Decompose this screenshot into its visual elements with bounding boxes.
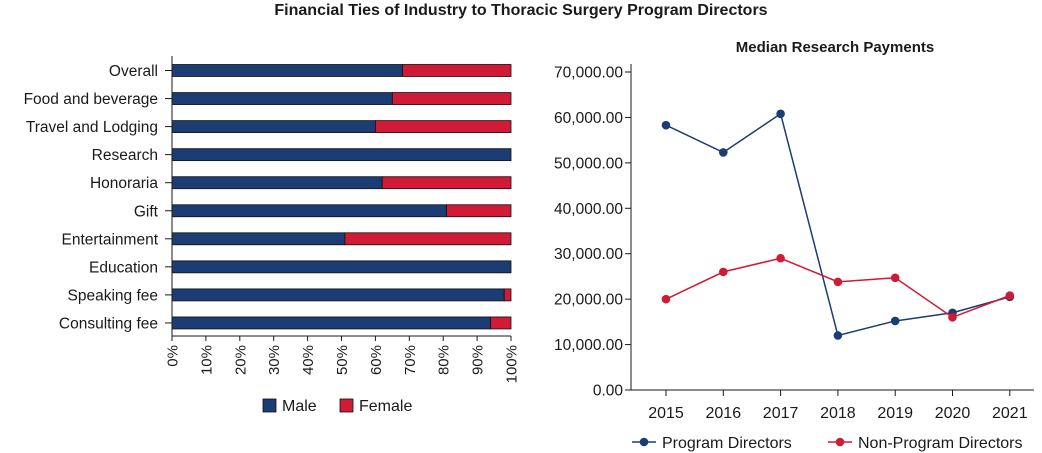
- legend-marker: [835, 437, 845, 447]
- bar-female: [391, 92, 512, 105]
- x-tick-label: 0%: [165, 345, 182, 367]
- data-point: [719, 148, 728, 157]
- x-tick-label: 100%: [504, 345, 521, 383]
- x-tick-label: 50%: [334, 345, 351, 375]
- data-point: [719, 267, 728, 277]
- legend-label: Female: [359, 398, 412, 415]
- x-tick-label: 2019: [877, 405, 913, 422]
- x-tick-label: 2017: [763, 405, 799, 422]
- category-label: Food and beverage: [24, 91, 158, 108]
- legend-swatch-male: [262, 398, 277, 413]
- gender-bar-chart: Overall Food and beverage Travel and Lodgi…: [24, 56, 521, 415]
- legend-label: Male: [282, 398, 317, 415]
- bar-female: [381, 176, 512, 190]
- y-tick-label: 40,000.00: [554, 201, 623, 218]
- data-point: [776, 109, 785, 119]
- legend-label: Program Directors: [662, 435, 792, 452]
- bar-female: [402, 64, 512, 77]
- bar-male: [171, 92, 393, 105]
- x-tick-label: 2016: [706, 405, 742, 422]
- bar-female: [446, 204, 512, 218]
- data-point: [776, 253, 785, 263]
- legend-swatch-female: [339, 398, 354, 413]
- line-chart-title: Median Research Payments: [736, 39, 934, 56]
- bar-female: [503, 288, 512, 302]
- bar-male: [171, 120, 376, 133]
- bar-female: [490, 316, 512, 330]
- category-label: Gift: [134, 203, 159, 220]
- data-point: [661, 120, 671, 130]
- legend-marker: [639, 437, 649, 447]
- category-label: Consulting fee: [59, 315, 158, 332]
- bar-male: [171, 204, 447, 218]
- x-tick-label: 90%: [470, 345, 487, 375]
- x-tick-label: 30%: [266, 345, 283, 375]
- bar-male: [171, 260, 512, 274]
- bar-male: [171, 176, 383, 190]
- x-tick-label: 20%: [232, 345, 249, 375]
- bar-male: [171, 148, 512, 162]
- data-point: [661, 294, 671, 304]
- line-legend: Program Directors Non-Program Directors: [632, 435, 1022, 452]
- y-tick-label: 50,000.00: [554, 155, 623, 172]
- x-tick-label: 2020: [935, 405, 971, 422]
- category-label: Research: [92, 147, 158, 164]
- bar-legend: Male Female: [262, 398, 412, 415]
- data-point: [890, 316, 900, 326]
- x-tick-label: 2015: [648, 405, 684, 422]
- data-point: [833, 331, 843, 340]
- x-tick-label: 2018: [820, 405, 856, 422]
- research-payments-chart: Median Research Payments 0.00 10,000.00 20,…: [554, 39, 1034, 452]
- x-tick-label: 10%: [198, 345, 215, 375]
- data-point: [890, 273, 900, 283]
- category-label: Speaking fee: [68, 287, 159, 304]
- x-tick-label: 40%: [300, 345, 317, 375]
- bar-male: [171, 232, 346, 246]
- category-label: Overall: [109, 63, 158, 80]
- x-tick-label: 80%: [436, 345, 453, 375]
- category-label: Education: [89, 259, 158, 276]
- bar-male: [171, 316, 492, 330]
- figure-title: Financial Ties of Industry to Thoracic S…: [274, 2, 768, 19]
- bar-male: [171, 64, 403, 77]
- y-tick-label: 0.00: [593, 383, 624, 400]
- category-label: Honoraria: [90, 175, 158, 192]
- x-tick-label: 60%: [368, 345, 385, 375]
- category-label: Travel and Lodging: [26, 119, 158, 136]
- y-tick-label: 30,000.00: [554, 246, 623, 263]
- bar-male: [171, 288, 505, 302]
- y-tick-label: 20,000.00: [554, 292, 623, 309]
- data-point: [1005, 291, 1015, 300]
- series-line-program-directors: [665, 112, 1011, 337]
- bar-female: [374, 120, 512, 133]
- data-point: [948, 313, 957, 322]
- series-line-non-program-directors: [665, 257, 1011, 319]
- y-tick-label: 60,000.00: [554, 110, 623, 127]
- x-tick-label: 2021: [992, 405, 1028, 422]
- y-tick-label: 10,000.00: [554, 337, 623, 354]
- category-label: Entertainment: [62, 231, 159, 248]
- x-tick-label: 70%: [402, 345, 419, 375]
- legend-label: Non-Program Directors: [858, 435, 1022, 452]
- data-point: [833, 277, 843, 287]
- y-tick-label: 70,000.00: [554, 65, 623, 82]
- bar-female: [344, 232, 512, 246]
